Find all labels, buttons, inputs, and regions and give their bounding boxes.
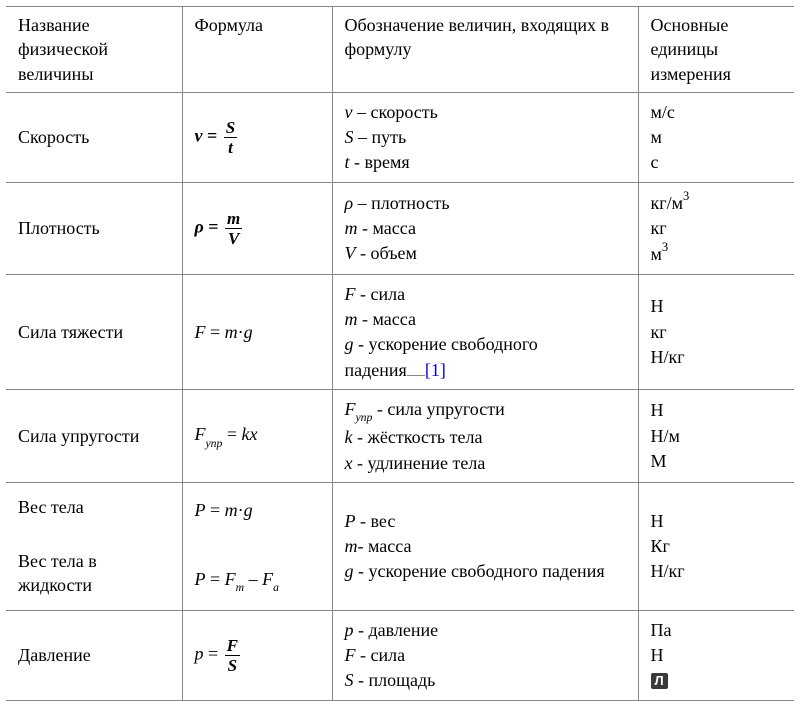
units-cell: м/смс [638, 92, 794, 182]
units-cell: кг/м3кгм3 [638, 182, 794, 274]
quantity-name: Сила тяжести [6, 274, 182, 389]
table-row: Скоростьv = Stv – скоростьS – путьt - вр… [6, 92, 794, 182]
quantity-name: Вес телаВес тела в жидкости [6, 482, 182, 610]
units-cell: Нкг Н/кг [638, 274, 794, 389]
quantity-name: Сила упругости [6, 389, 182, 482]
formula-cell: p = FS [182, 610, 332, 700]
quantity-name: Плотность [6, 182, 182, 274]
col-units-header: Основные единицы измерения [638, 7, 794, 93]
table-row: Плотностьρ = mVρ – плотностьm - массаV -… [6, 182, 794, 274]
table-row: Сила упругостиFупр = kxFупр - сила упруг… [6, 389, 794, 482]
definitions-cell: F - силаm - массаg - ускорение свободног… [332, 274, 638, 389]
col-formula-header: Формула [182, 7, 332, 93]
units-cell: НН/мМ [638, 389, 794, 482]
table-row: Давлениеp = FSp - давлениеF - силаS - пл… [6, 610, 794, 700]
formula-cell: F = m·g [182, 274, 332, 389]
definitions-cell: ρ – плотностьm - массаV - объем [332, 182, 638, 274]
definitions-cell: p - давлениеF - силаS - площадь [332, 610, 638, 700]
quantity-name: Скорость [6, 92, 182, 182]
units-cell: ПаНЛ [638, 610, 794, 700]
physics-table: Название физической величины Формула Обо… [6, 6, 794, 701]
definitions-cell: v – скоростьS – путьt - время [332, 92, 638, 182]
header-row: Название физической величины Формула Обо… [6, 7, 794, 93]
formula-cell: P = m·gP = Fт – Fа [182, 482, 332, 610]
definitions-cell: P - весm- массаg - ускорение свободного … [332, 482, 638, 610]
units-cell: НКгН/кг [638, 482, 794, 610]
formula-cell: Fупр = kx [182, 389, 332, 482]
table-row: Вес телаВес тела в жидкостиP = m·gP = Fт… [6, 482, 794, 610]
formula-cell: ρ = mV [182, 182, 332, 274]
table-row: Сила тяжестиF = m·gF - силаm - массаg - … [6, 274, 794, 389]
physics-table-page: Название физической величины Формула Обо… [0, 0, 800, 662]
col-name-header: Название физической величины [6, 7, 182, 93]
formula-cell: v = St [182, 92, 332, 182]
quantity-name: Давление [6, 610, 182, 700]
table-body: Скоростьv = Stv – скоростьS – путьt - вр… [6, 92, 794, 700]
definitions-cell: Fупр - сила упругостиk - жёсткость телаx… [332, 389, 638, 482]
col-defs-header: Обозначение величин, входящих в формулу [332, 7, 638, 93]
